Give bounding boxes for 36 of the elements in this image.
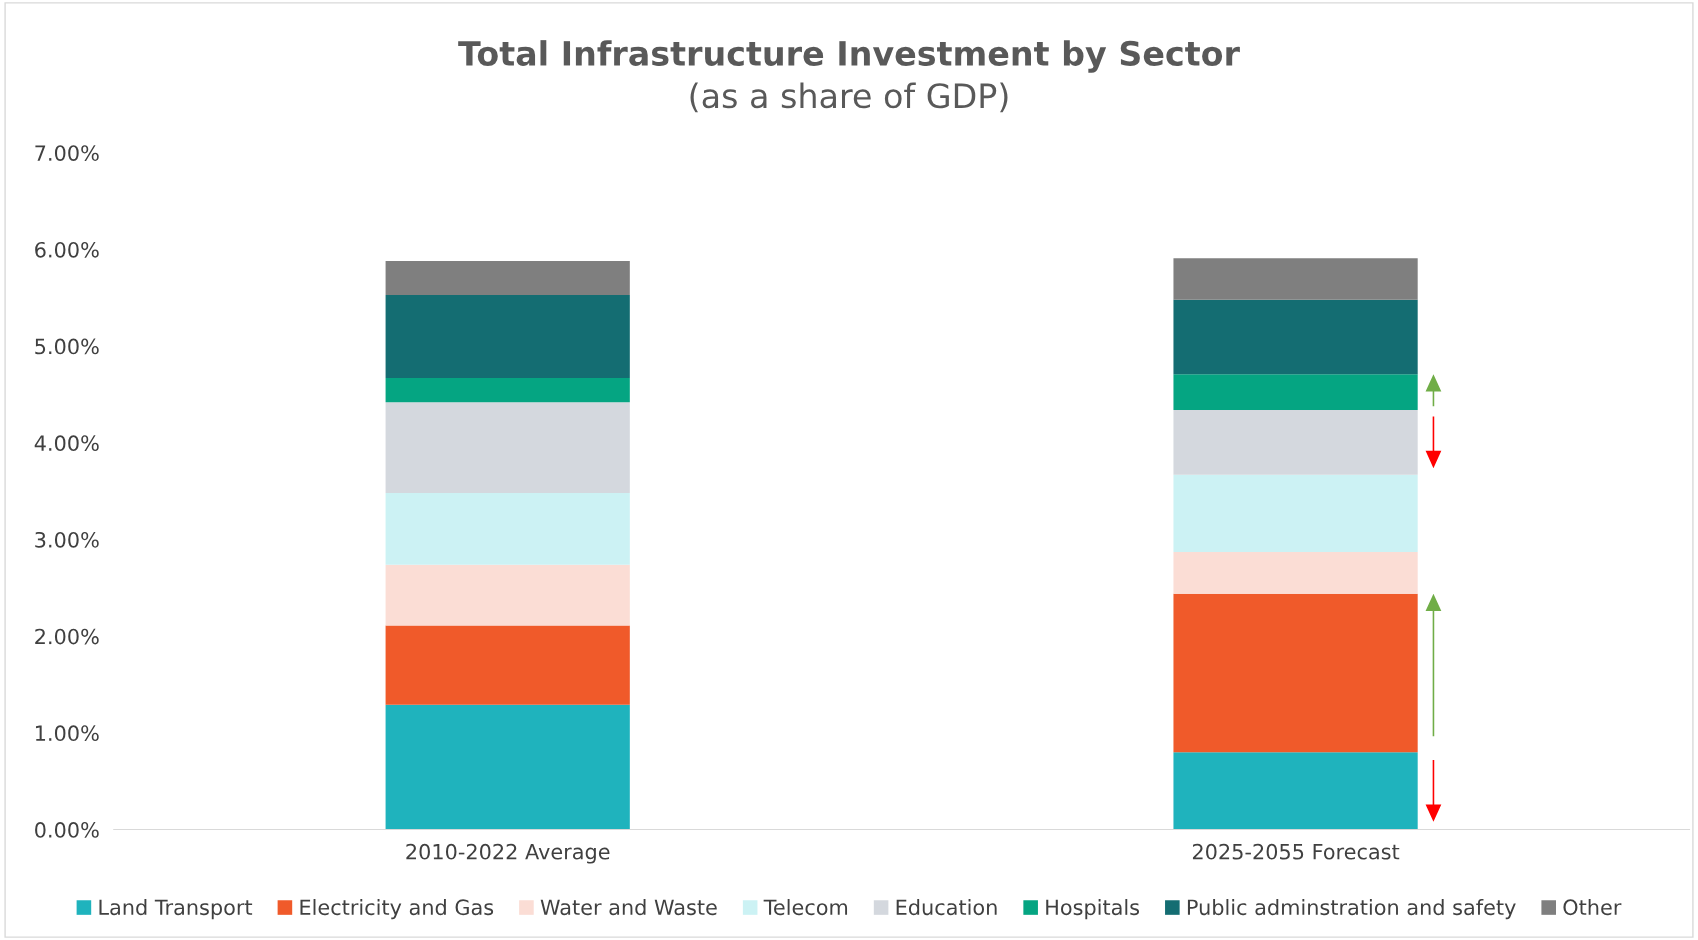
legend-label: Hospitals	[1046, 899, 1140, 920]
bar	[385, 625, 630, 705]
bar	[1173, 474, 1418, 553]
bar	[1173, 299, 1418, 375]
y-tick-label: 7.00%	[35, 145, 99, 161]
y-tick-label: 5.00%	[35, 338, 99, 355]
bar	[1173, 374, 1418, 410]
y-tick-label: 1.00%	[35, 725, 99, 742]
y-tick-label: 0.00%	[35, 822, 99, 838]
legend-label: Public adminstration and safety	[1187, 899, 1516, 920]
bar	[1173, 752, 1418, 830]
y-tick-label: 6.00%	[35, 241, 99, 258]
legend-label: Education	[896, 899, 997, 916]
bar	[385, 294, 630, 379]
x-tick-label: 2025-2055 Forecast	[1192, 843, 1400, 860]
bar	[385, 402, 630, 494]
y-tick-label: 3.00%	[35, 531, 99, 548]
bar	[1173, 552, 1418, 594]
legend-label: Water and Waste	[540, 899, 717, 916]
chart-title: Total Infrastructure Investment by Sector	[458, 40, 1240, 73]
bar	[1173, 258, 1418, 300]
bar	[385, 493, 630, 565]
legend-label: Land Transport	[99, 899, 253, 920]
bar	[385, 261, 630, 295]
chart-subtitle: (as a share of GDP)	[690, 82, 1008, 113]
bar	[385, 564, 630, 626]
bar	[1173, 409, 1418, 475]
legend-label: Other	[1563, 899, 1622, 916]
bar	[385, 704, 630, 830]
bar	[1173, 593, 1418, 753]
x-tick-label: 2010-2022 Average	[406, 843, 610, 864]
y-tick-label: 2.00%	[35, 628, 99, 645]
bar	[385, 378, 630, 403]
legend-label: Electricity and Gas	[300, 899, 494, 920]
y-tick-label: 4.00%	[34, 435, 99, 452]
legend-label: Telecom	[763, 899, 848, 916]
